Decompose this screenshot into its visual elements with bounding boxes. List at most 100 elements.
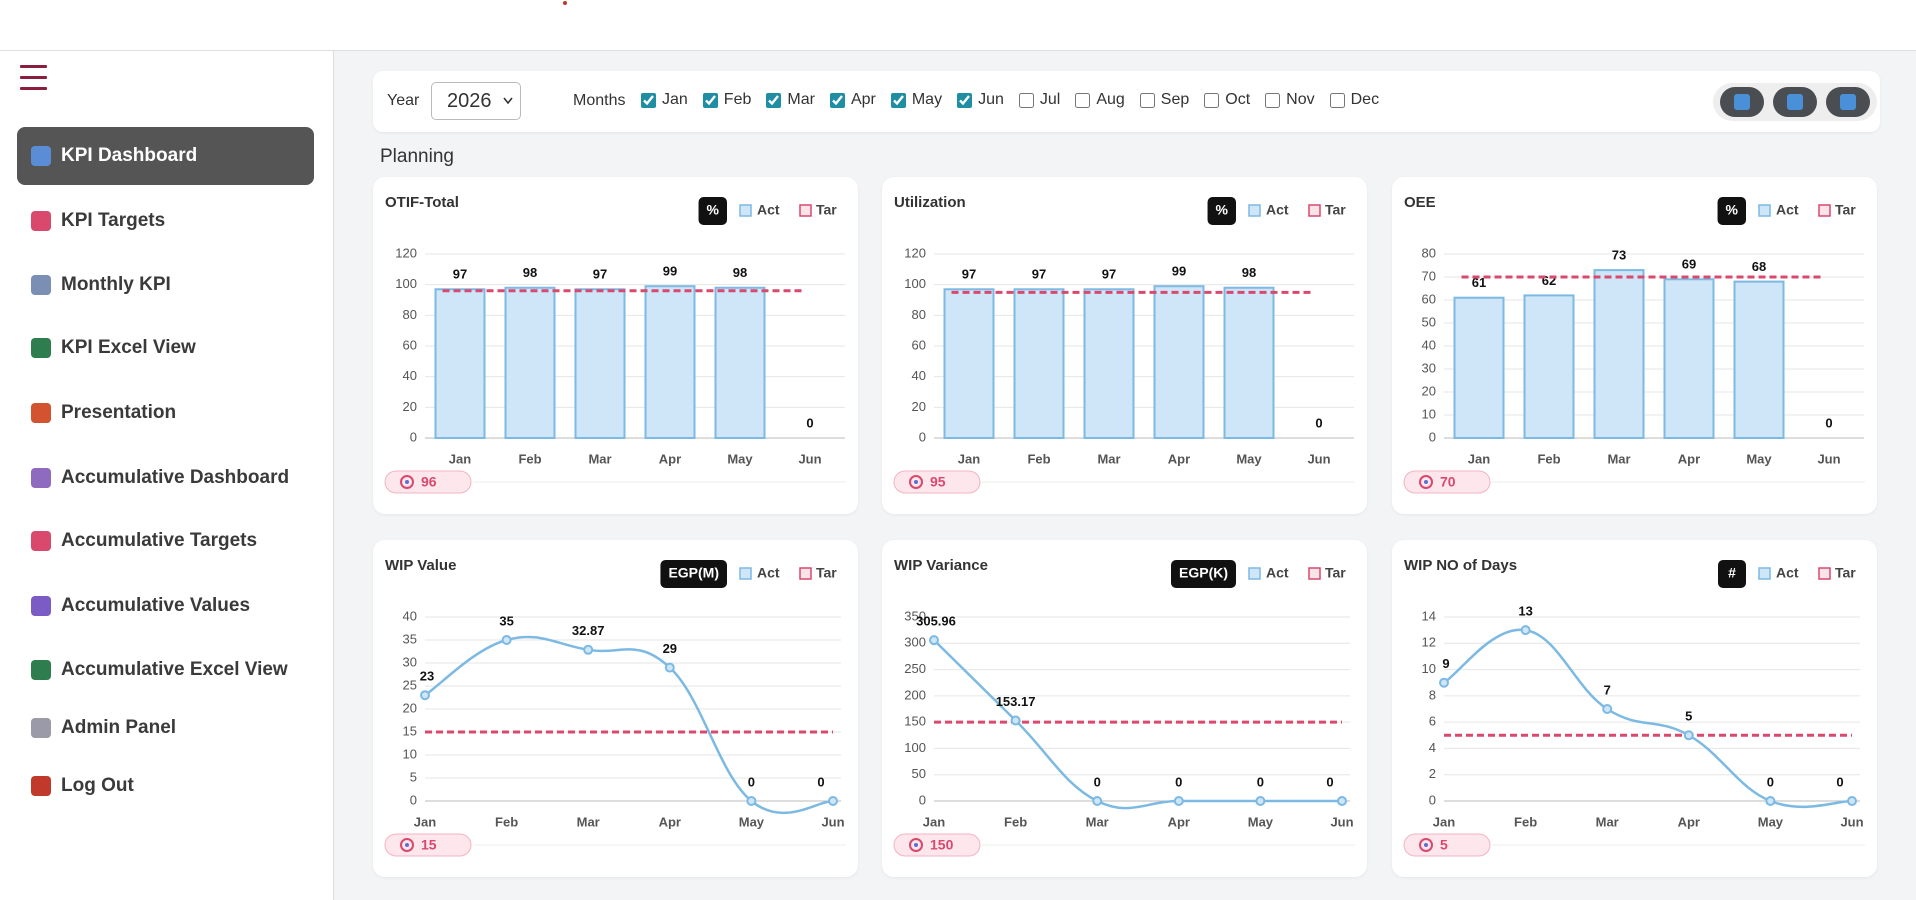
bar <box>1013 288 1065 440</box>
y-tick-label: 50 <box>1422 314 1436 329</box>
month-label: May <box>911 91 943 108</box>
month-label: Oct <box>1225 91 1251 108</box>
month-checkbox[interactable] <box>766 92 782 108</box>
nav-label: Accumulative Targets <box>61 530 258 551</box>
month-option[interactable]: Mar <box>766 91 815 109</box>
month-checkbox[interactable] <box>829 92 845 108</box>
prev-button[interactable] <box>1720 87 1764 117</box>
y-tick-label: 350 <box>904 608 926 623</box>
target-value: 15 <box>421 837 437 853</box>
data-label: 98 <box>523 265 537 280</box>
nav-item[interactable]: KPI Dashboard <box>17 127 314 185</box>
x-tick-label: Feb <box>495 814 518 829</box>
nav-item[interactable]: Monthly KPI <box>17 256 314 314</box>
bar <box>504 286 556 439</box>
y-tick-label: 250 <box>904 661 926 676</box>
nav-item[interactable]: Accumulative Targets <box>17 512 314 570</box>
target-icon <box>909 475 923 489</box>
target-value: 150 <box>930 837 954 853</box>
nav-item[interactable]: Log Out <box>17 757 314 815</box>
target-icon <box>405 843 409 847</box>
nav-item[interactable]: KPI Excel View <box>17 319 314 377</box>
month-checkbox[interactable] <box>1075 92 1091 108</box>
y-tick-label: 0 <box>919 429 926 444</box>
month-checkbox[interactable] <box>890 92 906 108</box>
y-tick-label: 40 <box>1422 337 1436 352</box>
menu-toggle[interactable] <box>20 65 47 90</box>
data-label: 23 <box>420 669 434 684</box>
month-checkbox[interactable] <box>957 92 973 108</box>
nav-item[interactable]: Accumulative Dashboard <box>17 449 314 507</box>
month-option[interactable]: Jan <box>641 91 688 109</box>
chart-card: WIP Variance Tar Act EGP(K) 0 50 100 150 200 250 3… <box>882 540 1367 877</box>
x-tick-label: Apr <box>1168 814 1190 829</box>
month-checkbox[interactable] <box>1018 92 1034 108</box>
month-option[interactable]: Jun <box>957 91 1004 109</box>
data-label: 0 <box>806 415 813 430</box>
month-option[interactable]: Sep <box>1139 91 1189 109</box>
target-icon <box>400 475 414 489</box>
month-option[interactable]: Nov <box>1265 91 1315 109</box>
month-checkbox[interactable] <box>1204 92 1220 108</box>
month-label: Aug <box>1096 91 1125 108</box>
nav-item[interactable]: KPI Targets <box>17 192 314 250</box>
play-button[interactable] <box>1773 87 1817 117</box>
data-point <box>1173 796 1184 806</box>
month-option[interactable]: Dec <box>1329 91 1379 109</box>
legend-marker <box>739 567 752 580</box>
legend-label: Act <box>1776 202 1799 218</box>
nav-label: Log Out <box>61 775 134 796</box>
y-tick-label: 2 <box>1429 766 1436 781</box>
nav-item[interactable]: Presentation <box>17 384 314 442</box>
bar <box>1223 286 1275 439</box>
target-icon <box>1419 475 1433 489</box>
nav-item[interactable]: Accumulative Excel View <box>17 641 314 699</box>
month-option[interactable]: Jul <box>1018 91 1060 109</box>
month-checkbox[interactable] <box>641 92 656 108</box>
month-checkbox[interactable] <box>1265 92 1281 108</box>
month-checkbox[interactable] <box>1329 92 1345 108</box>
year-select[interactable]: 2026 <box>431 82 521 120</box>
x-tick-label: Jan <box>414 814 436 829</box>
month-checkbox[interactable] <box>1139 92 1155 108</box>
data-label: 0 <box>748 774 755 789</box>
month-option[interactable]: Oct <box>1204 91 1250 109</box>
data-label: 61 <box>1472 275 1486 290</box>
next-button[interactable] <box>1826 87 1870 117</box>
data-point <box>1847 796 1857 806</box>
x-tick-label: Jan <box>1468 451 1490 466</box>
chart-title: OEE <box>1404 194 1436 211</box>
legend-marker <box>1758 567 1771 580</box>
target-icon <box>1424 480 1428 484</box>
nav-item[interactable]: Accumulative Values <box>17 577 314 635</box>
month-option[interactable]: Apr <box>829 91 876 109</box>
month-option[interactable]: Aug <box>1075 91 1125 109</box>
year-value: 2026 <box>447 90 492 112</box>
x-tick-label: Feb <box>518 451 541 466</box>
legend-label: Tar <box>816 565 837 581</box>
x-tick-label: Jan <box>1433 814 1455 829</box>
data-point <box>1010 715 1021 726</box>
y-tick-label: 70 <box>1422 268 1436 283</box>
unit-badge <box>660 560 727 588</box>
data-point <box>1092 796 1103 806</box>
target-value: 5 <box>1440 837 1448 853</box>
unit-badge <box>698 197 727 225</box>
chart-title: WIP Value <box>385 557 456 574</box>
nav-item[interactable]: Admin Panel <box>17 699 314 757</box>
data-label: 97 <box>1032 267 1046 282</box>
y-tick-label: 5 <box>410 769 417 784</box>
x-tick-label: May <box>1746 451 1772 466</box>
data-line <box>1443 628 1853 809</box>
data-label: 99 <box>663 264 677 279</box>
data-point <box>1337 796 1347 806</box>
top-bar <box>0 0 1916 51</box>
data-label: 97 <box>453 267 467 282</box>
month-option[interactable]: Feb <box>702 91 751 109</box>
month-checkbox[interactable] <box>702 92 718 108</box>
data-label: 5 <box>1685 709 1692 724</box>
month-option[interactable]: May <box>890 91 943 109</box>
nav-icon <box>31 776 51 796</box>
y-tick-label: 100 <box>395 276 417 291</box>
y-tick-label: 0 <box>1429 792 1436 807</box>
